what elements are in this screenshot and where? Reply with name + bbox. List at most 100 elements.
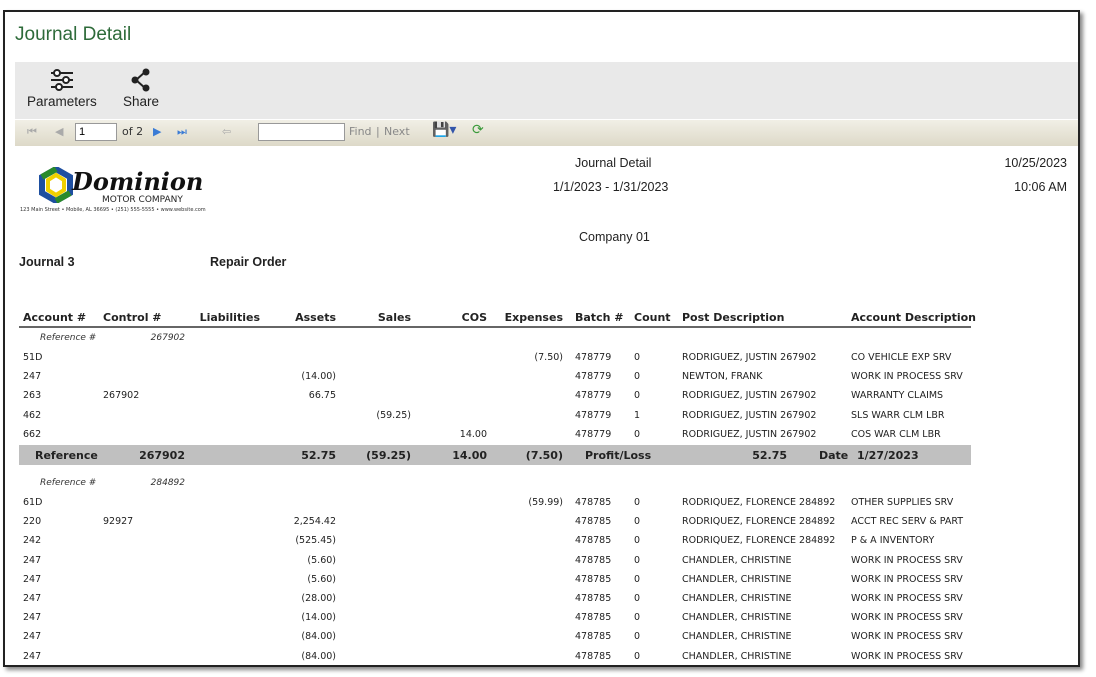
summary-label: Reference [35,449,98,462]
print-date: 10/25/2023 [1004,156,1067,170]
page-number-input[interactable] [75,123,117,141]
cell-account-description: WORK IN PROCESS SRV [851,371,963,383]
cell-batch: 478779 [575,428,612,440]
report-body: Dominion MOTOR COMPANY 123 Main Street •… [5,152,1078,667]
cell-batch: 478785 [575,631,612,643]
cell-post-description: CHANDLER, CHRISTINE [682,612,792,624]
summary-cos: 14.00 [452,449,487,462]
cell-account-description: ACCT REC SERV & PART [851,516,964,528]
column-header: Count [634,311,671,324]
column-header: Account Description [851,311,977,324]
column-header: Expenses [504,311,563,324]
next-link[interactable]: Next [384,125,410,138]
cell-assets: (525.45) [295,535,336,547]
cell-count: 0 [634,650,641,662]
cell-account-description: WORK IN PROCESS SRV [851,554,963,566]
cell-post-description: RODRIGUEZ, JUSTIN 267902 [682,409,817,421]
reference-summary-row: Reference 267902 52.75 (59.25) 14.00 (7.50) Pr… [19,445,971,465]
cell-count: 0 [634,535,641,547]
find-input[interactable] [258,123,345,141]
summary-reference: 267902 [139,449,185,462]
table-row: 242 (525.45) 478785 0 RODRIQUEZ, FLORENCE 28… [19,531,971,550]
cell-post-description: RODRIQUEZ, FLORENCE 284892 [682,516,836,528]
cell-post-description: CHANDLER, CHRISTINE [682,631,792,643]
cell-account: 263 [23,390,42,402]
export-save-icon[interactable]: 💾▾ [432,122,457,138]
cell-account-description: SLS WARR CLM LBR [851,409,945,421]
first-page-icon[interactable]: ⏮ [27,125,37,138]
table-row: 247 (84.00) 478785 0 CHANDLER, CHRISTINE WORK… [19,627,971,646]
cell-account: 247 [23,631,42,643]
next-page-icon[interactable]: ▶ [153,125,162,138]
cell-account: 247 [23,371,42,383]
cell-count: 0 [634,497,641,508]
column-header: Account # [23,311,87,324]
logo-subtitle: MOTOR COMPANY [102,195,183,205]
column-header: Post Description [682,311,785,324]
cell-post-description: NEWTON, FRANK [682,371,763,383]
summary-assets: 52.75 [301,449,336,462]
cell-batch: 478785 [575,554,612,566]
summary-date: 1/27/2023 [857,449,919,462]
cell-count: 0 [634,593,641,604]
table-row: 247 (28.00) 478785 0 CHANDLER, CHRISTINE WORK… [19,589,971,608]
back-icon[interactable]: ⇦ [222,125,232,138]
cell-account: 247 [23,573,42,585]
column-header: Sales [377,311,411,324]
share-icon [131,68,150,92]
cell-assets: 66.75 [308,390,336,402]
print-time: 10:06 AM [1014,180,1067,194]
table-row: 462 (59.25) 478779 1 RODRIGUEZ, JUSTIN 26790… [19,406,971,425]
cell-count: 1 [634,409,641,421]
cell-account: 51D [23,352,43,363]
share-button[interactable]: Share [123,68,159,109]
cell-assets: (84.00) [301,650,336,662]
cell-control: 267902 [103,390,140,402]
cell-account: 242 [23,535,42,547]
reference-row: Reference # 267902 [19,329,971,348]
column-header: Assets [295,311,336,324]
cell-post-description: RODRIGUEZ, JUSTIN 267902 [682,390,817,402]
cell-account-description: OTHER SUPPLIES SRV [851,497,954,508]
previous-page-icon[interactable]: ◀ [55,125,64,138]
cell-account: 247 [23,593,42,604]
cell-count: 0 [634,631,641,643]
table-row: 51D (7.50) 478779 0 RODRIGUEZ, JUSTIN 267902… [19,348,971,367]
cell-post-description: CHANDLER, CHRISTINE [682,573,792,585]
cell-expenses: (59.99) [528,497,563,508]
cell-count: 0 [634,352,641,363]
cell-account-description: WORK IN PROCESS SRV [851,631,963,643]
cell-post-description: RODRIQUEZ, FLORENCE 284892 [682,497,836,508]
company-name: Company 01 [579,230,650,244]
table-row: 247 (84.00) 478785 0 CHANDLER, CHRISTINE WORK… [19,647,971,665]
refresh-icon[interactable]: ⟳ [472,122,484,138]
reference-row: Reference # 284892 [19,474,971,493]
report-title: Journal Detail [575,156,652,170]
column-header: Batch # [575,311,624,324]
cell-count: 0 [634,516,641,528]
column-header: Liabilities [199,311,260,324]
reference-label: Reference # [40,478,97,488]
journal-name: Journal 3 [19,255,75,269]
table-row: 220 92927 2,254.42 478785 0 RODRIQUEZ, FLOREN… [19,512,971,531]
last-page-icon[interactable]: ⏭ [177,125,187,138]
report-navigation-bar: ⏮ ◀ of 2 ▶ ⏭ ⇦ Find | Next 💾▾ ⟳ [15,120,1078,146]
cell-assets: (84.00) [301,631,336,643]
sliders-icon [50,69,73,91]
cell-count: 0 [634,390,641,402]
cell-batch: 478785 [575,612,612,624]
cell-account: 247 [23,650,42,662]
cell-post-description: RODRIGUEZ, JUSTIN 267902 [682,428,817,440]
cell-batch: 478785 [575,497,612,508]
cell-post-description: RODRIQUEZ, FLORENCE 284892 [682,535,836,547]
cell-assets: (5.60) [307,554,336,566]
parameters-label: Parameters [27,94,97,109]
parameters-button[interactable]: Parameters [27,68,97,109]
cell-account-description: CO VEHICLE EXP SRV [851,352,952,363]
cell-assets: (5.60) [307,573,336,585]
find-link[interactable]: Find [349,125,372,138]
table-row: 247 (14.00) 478785 0 CHANDLER, CHRISTINE WORK… [19,608,971,627]
date-range: 1/1/2023 - 1/31/2023 [553,180,669,194]
cell-batch: 478785 [575,650,612,662]
